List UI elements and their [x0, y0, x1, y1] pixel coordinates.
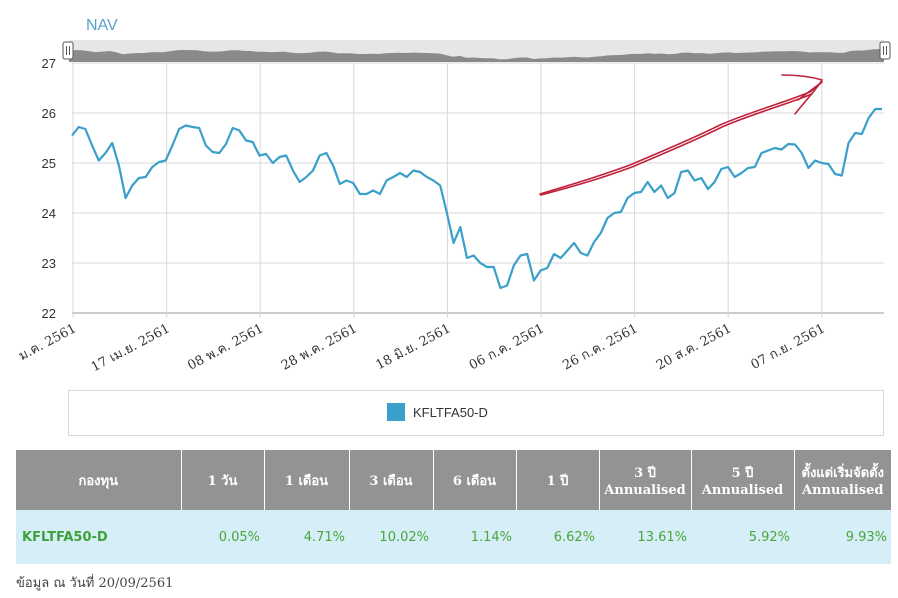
x-tick-label: 20 ส.ค. 2561	[654, 321, 734, 373]
header-6-month: 6 เดือน	[433, 450, 517, 510]
y-axis: 22 23 24 25 26 27	[42, 56, 56, 321]
header-since-inception: ตั้งแต่เริ่มจัดตั้ง Annualised	[794, 450, 891, 510]
y-tick-label: 26	[42, 106, 56, 121]
navigator-right-handle[interactable]	[879, 41, 891, 60]
return-6-month: 1.14%	[433, 510, 516, 564]
series-line-kfltfa50-d[interactable]	[71, 107, 882, 290]
y-tick-label: 23	[42, 256, 56, 271]
y-tick-label: 27	[42, 56, 56, 71]
table-row: KFLTFA50-D 0.05% 4.71% 10.02% 1.14% 6.62…	[16, 510, 891, 564]
return-3-month: 10.02%	[349, 510, 433, 564]
y-tick-label: 22	[42, 306, 56, 321]
x-tick-label: 28 พ.ค. 2561	[279, 321, 360, 373]
header-fund: กองทุน	[16, 450, 182, 510]
return-3-year: 13.61%	[599, 510, 691, 564]
legend-item-kfltfa50-d[interactable]: KFLTFA50-D	[387, 403, 488, 421]
header-1-day: 1 วัน	[181, 450, 265, 510]
x-tick-label: 18 มิ.ย. 2561	[374, 321, 454, 373]
chart-title: NAV	[86, 17, 118, 34]
x-tick-label: 26 ก.ค. 2561	[560, 321, 640, 373]
header-3-month: 3 เดือน	[349, 450, 434, 510]
return-1-year: 6.62%	[516, 510, 599, 564]
navigator-left-handle[interactable]	[62, 41, 74, 60]
grid	[72, 62, 884, 318]
header-1-year: 1 ปี	[516, 450, 600, 510]
table-header-row: กองทุน 1 วัน 1 เดือน 3 เดือน 6 เดือน 1 ป…	[16, 450, 891, 510]
fund-name[interactable]: KFLTFA50-D	[16, 510, 181, 564]
performance-table: กองทุน 1 วัน 1 เดือน 3 เดือน 6 เดือน 1 ป…	[16, 450, 891, 564]
return-1-month: 4.71%	[264, 510, 349, 564]
legend: KFLTFA50-D	[68, 390, 884, 436]
header-3-year: 3 ปี Annualised	[599, 450, 692, 510]
navigator-series-area	[69, 49, 884, 62]
legend-swatch	[387, 403, 405, 421]
red-arrow-annotation	[539, 74, 824, 196]
header-1-month: 1 เดือน	[264, 450, 350, 510]
header-5-year: 5 ปี Annualised	[691, 450, 795, 510]
return-1-day: 0.05%	[181, 510, 264, 564]
as-of-date: ข้อมูล ณ วันที่ 20/09/2561	[16, 576, 174, 591]
legend-label: KFLTFA50-D	[413, 404, 488, 420]
return-5-year: 5.92%	[691, 510, 794, 564]
x-tick-label: ม.ค. 2561	[16, 321, 78, 364]
y-tick-label: 24	[42, 206, 56, 221]
return-since-inception: 9.93%	[794, 510, 891, 564]
x-tick-label: 06 ก.ค. 2561	[467, 321, 547, 373]
y-tick-label: 25	[42, 156, 56, 171]
navigator[interactable]	[62, 40, 891, 62]
x-tick-label: 07 ก.ย. 2561	[749, 321, 828, 373]
x-tick-label: 17 เม.ย. 2561	[89, 321, 173, 375]
x-axis: ม.ค. 2561 17 เม.ย. 2561 08 พ.ค. 2561 28 พ.ค…	[16, 321, 827, 375]
x-tick-label: 08 พ.ค. 2561	[185, 321, 266, 373]
